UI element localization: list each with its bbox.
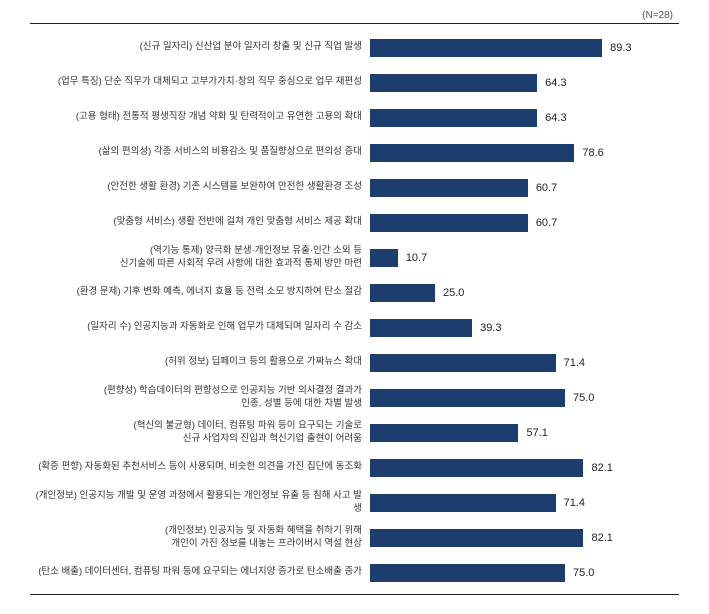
bar-value: 82.1 <box>591 462 612 474</box>
bar-rect <box>370 319 472 337</box>
bar-value: 75.0 <box>573 392 594 404</box>
bar-row: (개인정보) 인공지능 개발 및 운영 과정에서 활용되는 개인정보 유출 등 … <box>30 485 679 520</box>
horizontal-bar-chart: (N=28) (신규 일자리) 신산업 분야 일자리 창출 및 신규 직업 발생… <box>0 0 709 601</box>
sample-size-note: (N=28) <box>30 10 679 21</box>
bar-label: (맞춤형 서비스) 생활 전반에 걸쳐 개인 맞춤형 서비스 제공 확대 <box>30 216 370 229</box>
bar-rect <box>370 249 398 267</box>
bar-area: 89.3 <box>370 39 679 57</box>
bar-rect <box>370 389 565 407</box>
bar-area: 25.0 <box>370 284 679 302</box>
bar-area: 75.0 <box>370 389 679 407</box>
bar-label: (개인정보) 인공지능 개발 및 운영 과정에서 활용되는 개인정보 유출 등 … <box>30 490 370 516</box>
bar-area: 57.1 <box>370 424 679 442</box>
bar-row: (역기능 통제) 양극화 분생·개인정보 유출·인간 소외 등 신기술에 따른 … <box>30 240 679 275</box>
bar-label: (개인정보) 인공지능 및 자동화 혜택을 취하기 위해 개인이 가진 정보를 … <box>30 525 370 551</box>
bar-rect <box>370 529 583 547</box>
bar-label: (편향성) 학습데이터의 편향성으로 인공지능 기반 의사결정 결과가 인종, … <box>30 385 370 411</box>
bar-rect <box>370 109 537 127</box>
bar-rect <box>370 459 583 477</box>
bar-row: (탄소 배출) 데이터센터, 컴퓨팅 파워 등에 요구되는 에너지양 증가로 탄… <box>30 555 679 590</box>
bar-row: (확증 편향) 자동화된 추천서비스 등이 사용되며, 비슷한 의견을 가진 집… <box>30 450 679 485</box>
bar-rect <box>370 214 528 232</box>
bar-label: (탄소 배출) 데이터센터, 컴퓨팅 파워 등에 요구되는 에너지양 증가로 탄… <box>30 566 370 579</box>
bar-row: (삶의 편의성) 각종 서비스의 비용감소 및 품질향상으로 편의성 증대 78.… <box>30 135 679 170</box>
bar-label: (확증 편향) 자동화된 추천서비스 등이 사용되며, 비슷한 의견을 가진 집… <box>30 461 370 474</box>
bar-value: 71.4 <box>564 357 585 369</box>
bar-value: 64.3 <box>545 112 566 124</box>
bar-value: 71.4 <box>564 497 585 509</box>
bar-row: (고용 형태) 전통적 평생직장 개념 약화 및 탄력적이고 유연한 고용의 확… <box>30 100 679 135</box>
bar-value: 39.3 <box>480 322 501 334</box>
bar-value: 57.1 <box>526 427 547 439</box>
bar-rect <box>370 494 556 512</box>
bar-row: (허위 정보) 딥페이크 등의 활용으로 가짜뉴스 확대 71.4 <box>30 345 679 380</box>
bar-area: 82.1 <box>370 529 679 547</box>
bar-label: (안전한 생활 환경) 기존 시스템을 보완하여 안전한 생활환경 조성 <box>30 181 370 194</box>
bar-value: 25.0 <box>443 287 464 299</box>
bar-label: (혁신의 불균형) 데이터, 컴퓨팅 파워 등이 요구되는 기술로 신규 사업자… <box>30 420 370 446</box>
bar-area: 71.4 <box>370 354 679 372</box>
bar-value: 10.7 <box>406 252 427 264</box>
bar-area: 71.4 <box>370 494 679 512</box>
bar-value: 82.1 <box>591 532 612 544</box>
bar-rect <box>370 144 574 162</box>
bar-label: (역기능 통제) 양극화 분생·개인정보 유출·인간 소외 등 신기술에 따른 … <box>30 245 370 271</box>
bar-area: 39.3 <box>370 319 679 337</box>
bar-area: 75.0 <box>370 564 679 582</box>
bar-label: (고용 형태) 전통적 평생직장 개념 약화 및 탄력적이고 유연한 고용의 확… <box>30 111 370 124</box>
bar-area: 78.6 <box>370 144 679 162</box>
bar-area: 64.3 <box>370 109 679 127</box>
bar-rect <box>370 284 435 302</box>
bar-label: (환경 문제) 기후 변화 예측, 에너지 효율 등 전력 소모 방지하여 탄소… <box>30 286 370 299</box>
bar-rect <box>370 39 602 57</box>
bar-rect <box>370 74 537 92</box>
bar-value: 89.3 <box>610 42 631 54</box>
bar-value: 64.3 <box>545 77 566 89</box>
bar-label: (일자리 수) 인공지능과 자동화로 인해 업무가 대체되며 일자리 수 감소 <box>30 321 370 334</box>
bar-row: (안전한 생활 환경) 기존 시스템을 보완하여 안전한 생활환경 조성 60.7 <box>30 170 679 205</box>
bar-row: (업무 특징) 단순 직무가 대체되고 고부가가치·창의 직무 중심으로 업무 … <box>30 65 679 100</box>
bar-value: 75.0 <box>573 567 594 579</box>
bar-row: (개인정보) 인공지능 및 자동화 혜택을 취하기 위해 개인이 가진 정보를 … <box>30 520 679 555</box>
bar-value: 60.7 <box>536 182 557 194</box>
bar-area: 64.3 <box>370 74 679 92</box>
bar-area: 60.7 <box>370 214 679 232</box>
bar-row: (일자리 수) 인공지능과 자동화로 인해 업무가 대체되며 일자리 수 감소 3… <box>30 310 679 345</box>
bar-row: (혁신의 불균형) 데이터, 컴퓨팅 파워 등이 요구되는 기술로 신규 사업자… <box>30 415 679 450</box>
bar-row: (편향성) 학습데이터의 편향성으로 인공지능 기반 의사결정 결과가 인종, … <box>30 380 679 415</box>
bar-area: 82.1 <box>370 459 679 477</box>
bar-row: (신규 일자리) 신산업 분야 일자리 창출 및 신규 직업 발생 89.3 <box>30 30 679 65</box>
bar-label: (삶의 편의성) 각종 서비스의 비용감소 및 품질향상으로 편의성 증대 <box>30 146 370 159</box>
bar-value: 78.6 <box>582 147 603 159</box>
bar-rect <box>370 564 565 582</box>
bar-label: (허위 정보) 딥페이크 등의 활용으로 가짜뉴스 확대 <box>30 356 370 369</box>
bar-value: 60.7 <box>536 217 557 229</box>
bar-label: (업무 특징) 단순 직무가 대체되고 고부가가치·창의 직무 중심으로 업무 … <box>30 76 370 89</box>
bar-area: 10.7 <box>370 249 679 267</box>
bar-row: (맞춤형 서비스) 생활 전반에 걸쳐 개인 맞춤형 서비스 제공 확대 60.7 <box>30 205 679 240</box>
bar-label: (신규 일자리) 신산업 분야 일자리 창출 및 신규 직업 발생 <box>30 41 370 54</box>
bar-row: (환경 문제) 기후 변화 예측, 에너지 효율 등 전력 소모 방지하여 탄소… <box>30 275 679 310</box>
bar-rect <box>370 179 528 197</box>
bar-rect <box>370 424 518 442</box>
bar-area: 60.7 <box>370 179 679 197</box>
bar-rows: (신규 일자리) 신산업 분야 일자리 창출 및 신규 직업 발생 89.3 (업무… <box>30 24 679 594</box>
bar-rect <box>370 354 556 372</box>
bottom-rule <box>30 594 679 595</box>
